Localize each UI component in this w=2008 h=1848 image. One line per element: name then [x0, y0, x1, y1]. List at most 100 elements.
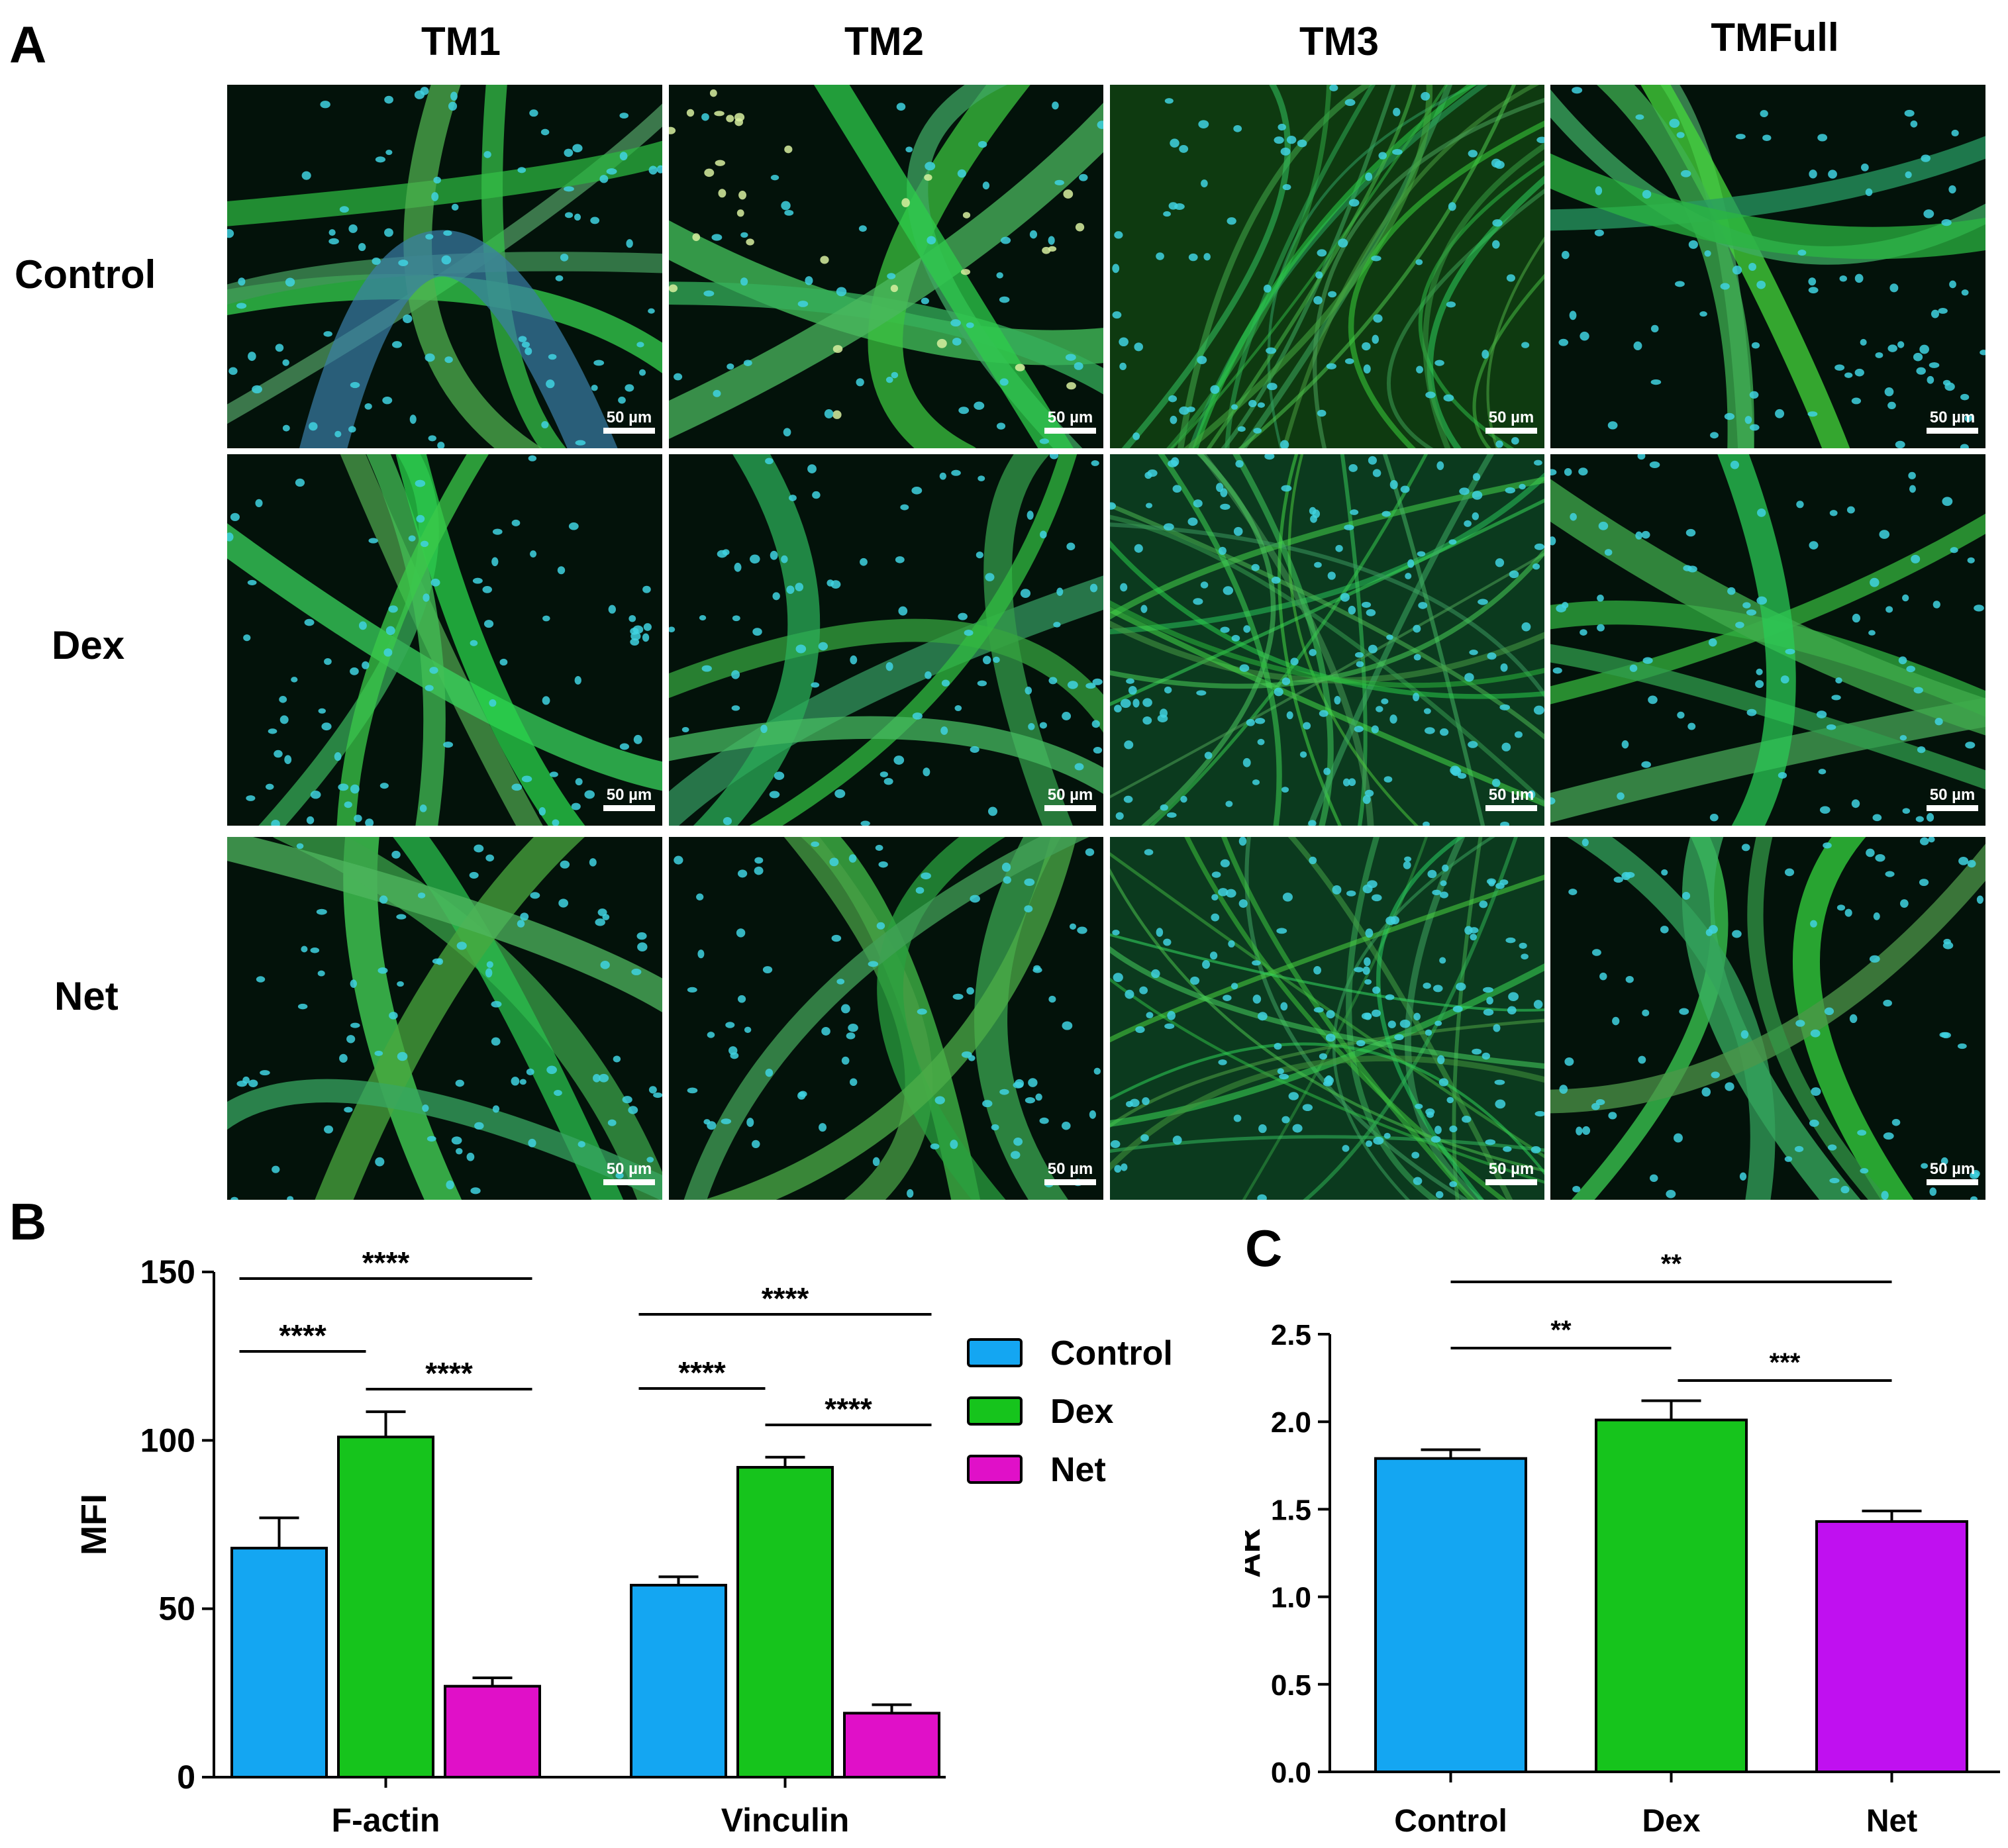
- scale-bar: 50 µm: [1044, 1161, 1097, 1185]
- micrograph-control-tm3: 50 µm: [1110, 85, 1544, 448]
- scale-bar-label: 50 µm: [1488, 786, 1534, 804]
- chart-b-significance-label: ****: [825, 1392, 872, 1426]
- column-header-tm2: TM2: [844, 19, 924, 64]
- chart-b-significance-label: ****: [678, 1355, 726, 1390]
- row-header-dex: Dex: [52, 623, 125, 667]
- chart-c-y-tick-label: 1.0: [1271, 1582, 1311, 1614]
- chart-c-x-tick-label: Net: [1866, 1804, 1917, 1839]
- scale-bar-label: 50 µm: [606, 409, 652, 426]
- scale-bar-line: [603, 805, 655, 811]
- scale-bar-label: 50 µm: [606, 1160, 652, 1178]
- chart-c-significance-label: **: [1550, 1316, 1572, 1345]
- scale-bar-label: 50 µm: [606, 786, 652, 804]
- scale-bar: 50 µm: [1926, 1161, 1979, 1185]
- micrograph-control-tm2: 50 µm: [669, 85, 1103, 448]
- scale-bar: 50 µm: [1926, 787, 1979, 811]
- scale-bar-label: 50 µm: [1047, 786, 1093, 804]
- chart-b-y-tick-label: 50: [158, 1590, 195, 1628]
- row-header-control: Control: [15, 252, 156, 297]
- column-header-tm1: TM1: [421, 19, 501, 64]
- chart-c-x-tick-label: Control: [1394, 1804, 1507, 1839]
- scale-bar: 50 µm: [603, 1161, 656, 1185]
- chart-c-y-tick-label: 0.0: [1271, 1757, 1311, 1789]
- scale-bar-line: [1927, 1179, 1978, 1185]
- scale-bar: 50 µm: [1485, 409, 1538, 434]
- chart-b-significance-label: ****: [762, 1281, 809, 1316]
- chart-b-bar-vinculin-control: [630, 1584, 727, 1778]
- micrograph-net-tm2: 50 µm: [669, 837, 1103, 1200]
- chart-b-bar-f-actin-net: [444, 1684, 541, 1778]
- scale-bar-line: [1485, 428, 1537, 434]
- scale-bar-line: [1044, 1179, 1096, 1185]
- chart-c-significance-label: ***: [1770, 1348, 1801, 1377]
- chart-c-significance-label: **: [1661, 1249, 1682, 1279]
- scale-bar: 50 µm: [1044, 787, 1097, 811]
- micrograph-dex-tm1: 50 µm: [227, 454, 662, 826]
- scale-bar: 50 µm: [1485, 787, 1538, 811]
- scale-bar-label: 50 µm: [1929, 786, 1976, 804]
- scale-bar: 50 µm: [1044, 409, 1097, 434]
- chart-c-x-tick-label: Dex: [1642, 1804, 1700, 1839]
- chart-b-y-label: MFI: [74, 1494, 114, 1555]
- chart-b-y-tick-label: 100: [140, 1422, 195, 1459]
- chart-c-y-tick-label: 2.5: [1271, 1319, 1311, 1351]
- chart-b-x-tick-label: F-actin: [332, 1802, 440, 1839]
- legend-label-dex: Dex: [1050, 1392, 1113, 1431]
- chart-c-bar-net: [1815, 1520, 1968, 1773]
- chart-b-mfi: 0 50 100 150 MFI F-actin Vinculin **** **** **** *…: [74, 1245, 1173, 1839]
- scale-bar-line: [1485, 805, 1537, 811]
- scale-bar: 50 µm: [1485, 1161, 1538, 1185]
- micrograph-net-tmfull: 50 µm: [1550, 837, 1985, 1200]
- legend-swatch-net: [967, 1455, 1023, 1484]
- scale-bar-label: 50 µm: [1488, 409, 1534, 426]
- chart-c-y-tick-label: 0.5: [1271, 1669, 1311, 1702]
- chart-b-significance-label: ****: [425, 1356, 473, 1390]
- panel-b-label: B: [9, 1192, 47, 1251]
- column-header-tmfull: TMFull: [1711, 15, 1839, 60]
- micrograph-net-tm1: 50 µm: [227, 837, 662, 1200]
- legend-swatch-dex: [967, 1396, 1023, 1426]
- chart-b-bar-vinculin-net: [843, 1712, 940, 1778]
- scale-bar: 50 µm: [603, 409, 656, 434]
- legend-label-net: Net: [1050, 1451, 1106, 1489]
- scale-bar-label: 50 µm: [1929, 1160, 1976, 1178]
- scale-bar: 50 µm: [1926, 409, 1979, 434]
- micrograph-dex-tm2: 50 µm: [669, 454, 1103, 826]
- scale-bar-line: [603, 428, 655, 434]
- chart-b-significance-label: ****: [279, 1318, 326, 1353]
- scale-bar-line: [1927, 428, 1978, 434]
- panel-a-label: A: [9, 15, 47, 73]
- chart-c-y-label: AR: [1245, 1528, 1268, 1578]
- micrograph-control-tmfull: 50 µm: [1550, 85, 1985, 448]
- scale-bar-label: 50 µm: [1929, 409, 1976, 426]
- chart-b-bar-f-actin-control: [230, 1547, 328, 1778]
- scale-bar-line: [603, 1179, 655, 1185]
- scale-bar-label: 50 µm: [1047, 409, 1093, 426]
- micrograph-control-tm1: 50 µm: [227, 85, 662, 448]
- chart-b-y-tick-label: 0: [177, 1759, 195, 1796]
- scale-bar-line: [1044, 805, 1096, 811]
- chart-b-bar-f-actin-dex: [337, 1435, 434, 1779]
- micrograph-dex-tm3: 50 µm: [1110, 454, 1544, 826]
- scale-bar-label: 50 µm: [1047, 1160, 1093, 1178]
- scale-bar-line: [1927, 805, 1978, 811]
- scale-bar-line: [1044, 428, 1096, 434]
- chart-c-bar-dex: [1595, 1418, 1748, 1773]
- chart-c-bar-control: [1374, 1457, 1527, 1773]
- chart-c-y-tick-label: 1.5: [1271, 1494, 1311, 1526]
- legend-swatch-control: [967, 1338, 1023, 1367]
- chart-b-bar-vinculin-dex: [736, 1466, 834, 1778]
- chart-c-y-tick-label: 2.0: [1271, 1406, 1311, 1439]
- row-header-net: Net: [54, 974, 119, 1018]
- chart-b-x-tick-label: Vinculin: [721, 1802, 850, 1839]
- chart-b-y-tick-label: 150: [140, 1253, 195, 1290]
- chart-b-significance-label: ****: [362, 1245, 410, 1280]
- scale-bar-label: 50 µm: [1488, 1160, 1534, 1178]
- scale-bar-line: [1485, 1179, 1537, 1185]
- scale-bar: 50 µm: [603, 787, 656, 811]
- micrograph-dex-tmfull: 50 µm: [1550, 454, 1985, 826]
- micrograph-net-tm3: 50 µm: [1110, 837, 1544, 1200]
- panel-c-label: C: [1245, 1219, 1283, 1277]
